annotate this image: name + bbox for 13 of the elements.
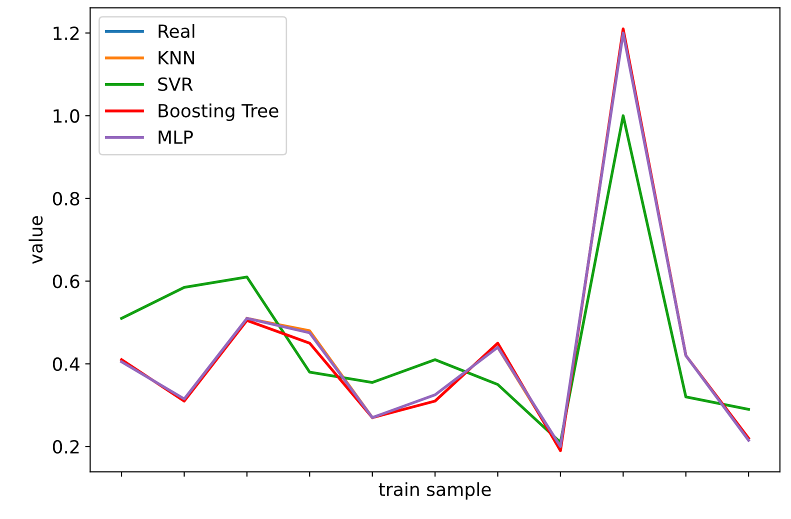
y-tick-label: 1.0 bbox=[54, 109, 80, 123]
y-axis-title: value bbox=[28, 216, 43, 264]
legend-label: Real bbox=[158, 24, 194, 38]
y-tick-label: 0.2 bbox=[52, 440, 79, 454]
legend-label: KNN bbox=[158, 51, 194, 64]
y-tick-label: 0.6 bbox=[52, 274, 80, 288]
x-axis-title: train sample bbox=[378, 482, 491, 500]
legend-label: Boosting Tree bbox=[158, 104, 278, 122]
y-tick-label: 1.2 bbox=[54, 26, 79, 40]
legend-label: SVR bbox=[158, 77, 193, 92]
y-tick-label: 0.4 bbox=[52, 357, 80, 371]
y-tick-label: 0.8 bbox=[52, 192, 80, 206]
legend-label: MLP bbox=[158, 130, 193, 144]
